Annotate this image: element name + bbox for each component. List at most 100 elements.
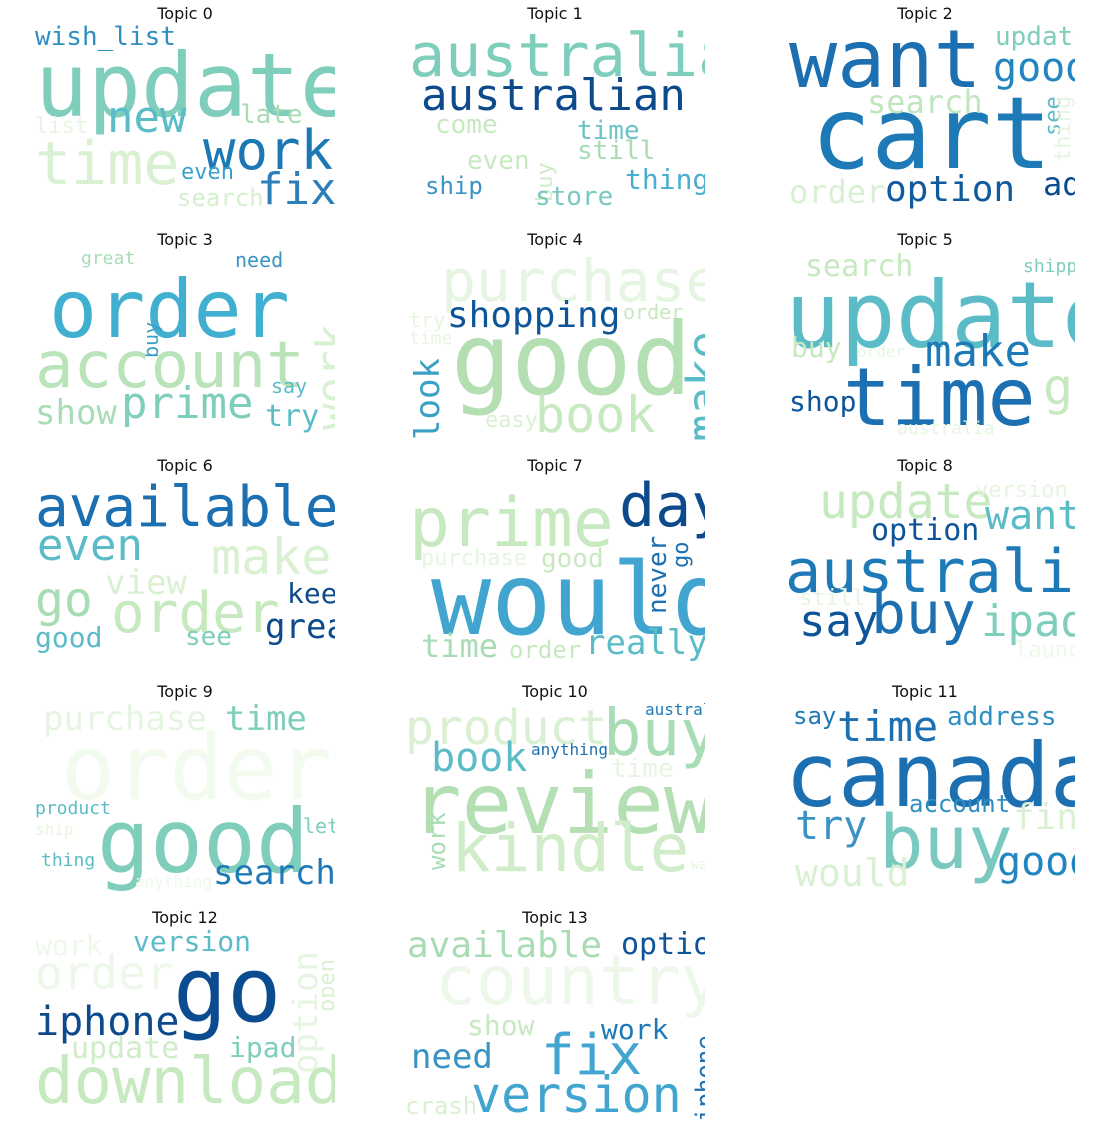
cloud-word: address <box>947 702 1057 732</box>
word-cloud: australia australian come time still eve… <box>405 24 705 224</box>
cloud-word: order <box>623 300 684 324</box>
cloud-word: find <box>1013 797 1075 838</box>
word-cloud: great need order buy account work say sh… <box>35 250 335 450</box>
cloud-word: option <box>885 169 1016 210</box>
cloud-word: work <box>203 119 334 182</box>
cloud-word: buy <box>603 702 705 771</box>
cloud-word: need <box>411 1037 493 1077</box>
cloud-word: version <box>975 478 1068 503</box>
cloud-word: list <box>35 114 88 139</box>
cloud-word: thing <box>625 163 705 196</box>
cloud-word: day <box>619 476 705 541</box>
cloud-word: view <box>105 563 187 603</box>
cloud-word: good <box>97 790 309 893</box>
cloud-word: buy <box>871 579 976 647</box>
cloud-word: good <box>993 45 1075 91</box>
cloud-word: go <box>35 572 93 628</box>
word-cloud: product australia buy book anything time… <box>405 702 705 902</box>
cloud-word: order <box>111 581 280 646</box>
cloud-word: add <box>1043 165 1075 203</box>
cloud-word: good <box>997 839 1075 885</box>
cloud-word: make <box>677 331 705 442</box>
topic-panel-7: Topic 7 prime day purchase good would ne… <box>370 452 740 678</box>
panel-title: Topic 1 <box>527 4 583 23</box>
cloud-word: store <box>535 182 614 212</box>
cloud-word: say <box>793 702 837 730</box>
cloud-word: go <box>173 938 282 1043</box>
cloud-word: shopping <box>447 295 621 336</box>
cloud-word: fix <box>257 164 335 215</box>
panel-title: Topic 3 <box>157 230 213 249</box>
cloud-word: try <box>409 308 446 332</box>
cloud-word: look <box>408 358 448 440</box>
cloud-word: account <box>35 329 305 403</box>
panel-title: Topic 13 <box>522 908 588 927</box>
topic-panel-9: Topic 9 purchase time order product ship… <box>0 678 370 904</box>
cloud-word: say <box>271 374 308 398</box>
panel-title: Topic 0 <box>157 4 213 23</box>
cloud-word: thing <box>1051 95 1075 162</box>
cloud-word: version <box>133 928 252 958</box>
cloud-word: shop <box>789 385 857 418</box>
word-cloud: search shipping update make buy order ti… <box>775 250 1075 450</box>
cloud-word: really <box>585 623 705 663</box>
panel-title: Topic 9 <box>157 682 213 701</box>
panel-title: Topic 11 <box>892 682 958 701</box>
cloud-word: time <box>611 754 674 784</box>
topic-panel-13: Topic 13 available option country show w… <box>370 904 740 1130</box>
cloud-word: country <box>435 942 705 1021</box>
cloud-word: want <box>985 493 1075 539</box>
topic-panel-12: Topic 12 work version order go option op… <box>0 904 370 1130</box>
cloud-word: search <box>867 83 983 121</box>
cloud-word: want <box>691 857 705 873</box>
cloud-word: canada <box>785 724 1075 827</box>
word-cloud: wish_list update new late list time work… <box>35 24 335 224</box>
topic-panel-3: Topic 3 great need order buy account wor… <box>0 226 370 452</box>
cloud-word: good <box>451 301 692 418</box>
topic-panel-0: Topic 0 wish_list update new late list t… <box>0 0 370 226</box>
cloud-word: australia <box>645 702 705 719</box>
cloud-word: need <box>235 250 284 272</box>
cloud-word: open <box>315 959 335 1012</box>
cloud-word: wish_list <box>35 24 176 52</box>
cloud-word: time <box>225 702 307 739</box>
cloud-word: iphone <box>691 1035 705 1122</box>
cloud-word: late <box>240 100 303 130</box>
cloud-word: go <box>1043 358 1075 416</box>
cloud-word: ship <box>425 172 483 200</box>
cloud-word: come <box>435 110 498 140</box>
cloud-word: still <box>577 136 656 166</box>
cloud-word: purchase <box>43 702 207 739</box>
panel-title: Topic 10 <box>522 682 588 701</box>
cloud-word: update <box>819 476 993 530</box>
cloud-word: update <box>35 34 335 137</box>
panel-title: Topic 6 <box>157 456 213 475</box>
cloud-word: would <box>795 851 910 895</box>
cloud-word: work <box>601 1013 669 1046</box>
cloud-word: cart <box>811 75 1052 192</box>
panel-title: Topic 5 <box>897 230 953 249</box>
cloud-word: thing <box>41 850 96 871</box>
cloud-word: iphone <box>35 999 180 1045</box>
cloud-word: time <box>577 116 640 146</box>
cloud-word: order <box>35 946 174 1000</box>
cloud-word: say <box>799 596 879 647</box>
cloud-word: purchase <box>421 546 527 571</box>
cloud-word: go <box>669 541 694 569</box>
cloud-word: fix <box>541 1023 643 1088</box>
word-cloud: available even make view go order keep g… <box>35 476 335 676</box>
cloud-word: want <box>789 24 982 106</box>
cloud-word: update <box>71 1031 180 1066</box>
cloud-word: search <box>213 853 335 893</box>
word-cloud: want update good cart search see thing o… <box>775 24 1075 224</box>
word-cloud: prime day purchase good would never go t… <box>405 476 705 676</box>
cloud-word: good <box>35 621 103 654</box>
cloud-word: buy <box>791 331 842 364</box>
cloud-word: crash <box>405 1092 478 1120</box>
cloud-word: ship <box>35 820 74 839</box>
cloud-word: launch <box>1015 638 1075 663</box>
cloud-word: order <box>857 342 906 361</box>
cloud-word: work <box>35 929 103 962</box>
cloud-word: available <box>35 476 335 540</box>
topic-panel-1: Topic 1 australia australian come time s… <box>370 0 740 226</box>
